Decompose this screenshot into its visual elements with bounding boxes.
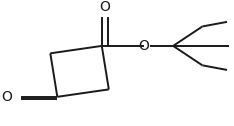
Text: O: O	[99, 0, 110, 14]
Text: O: O	[2, 90, 12, 104]
Text: O: O	[139, 39, 149, 53]
